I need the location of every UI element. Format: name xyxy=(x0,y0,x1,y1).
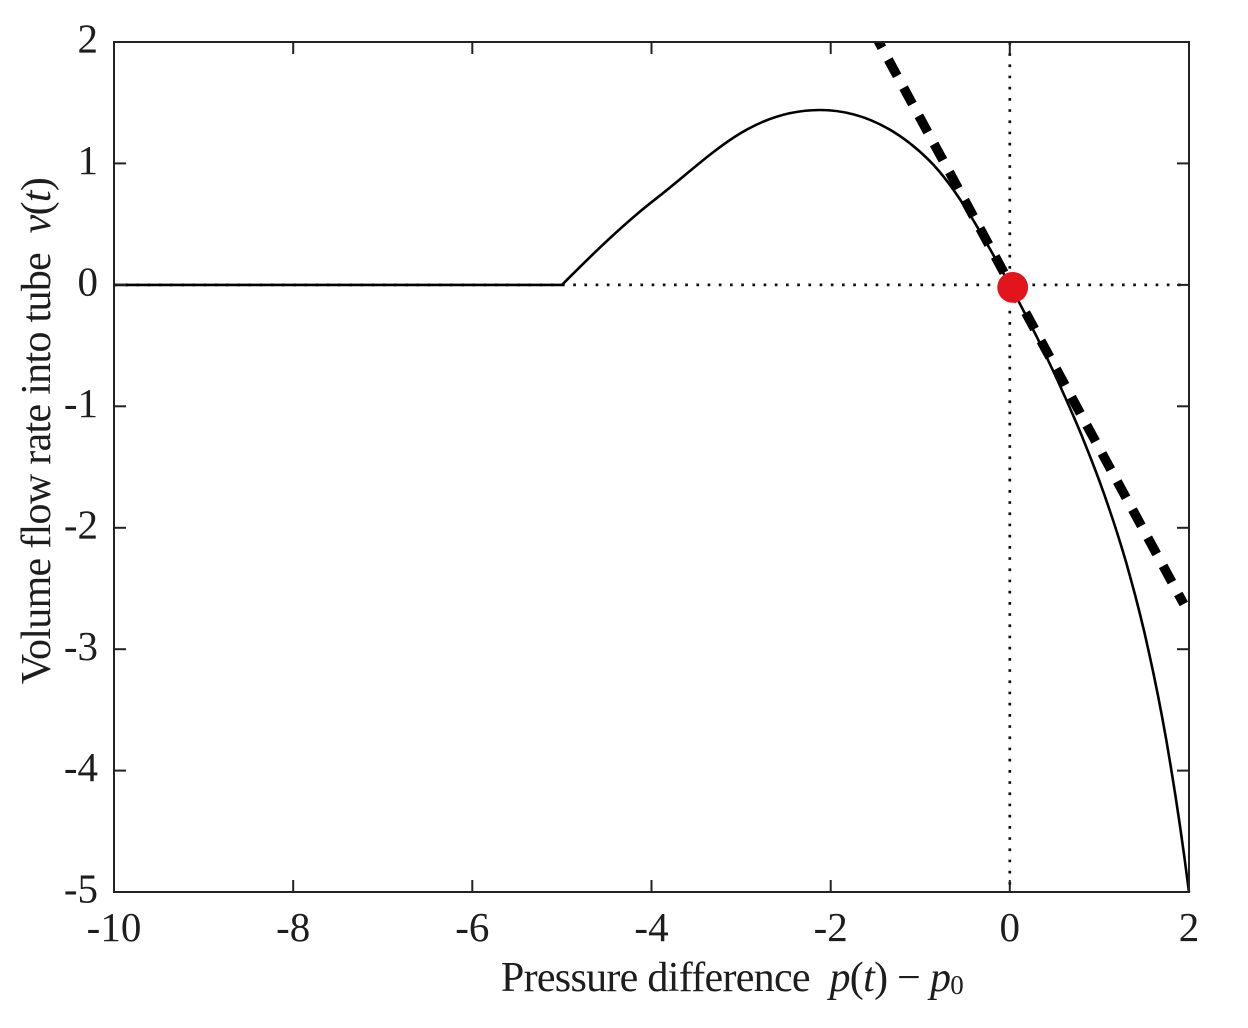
svg-text:Volume flow rate into tube v(: Volume flow rate into tube v(t) xyxy=(14,178,60,684)
svg-text:0: 0 xyxy=(1000,904,1021,950)
svg-text:-3: -3 xyxy=(64,623,98,669)
svg-text:-4: -4 xyxy=(634,904,668,950)
svg-text:-2: -2 xyxy=(64,502,98,548)
svg-text:-4: -4 xyxy=(64,744,98,790)
svg-text:2: 2 xyxy=(78,16,99,62)
svg-text:2: 2 xyxy=(1179,904,1200,950)
svg-text:0: 0 xyxy=(78,259,99,305)
svg-text:-5: -5 xyxy=(64,866,98,912)
svg-text:-2: -2 xyxy=(814,904,848,950)
svg-text:-6: -6 xyxy=(455,904,489,950)
svg-text:Pressure difference p(t) − p0: Pressure difference p(t) − p0 xyxy=(501,955,963,1001)
svg-text:-1: -1 xyxy=(64,380,98,426)
svg-text:-10: -10 xyxy=(87,904,142,950)
svg-text:1: 1 xyxy=(78,137,99,183)
svg-text:-8: -8 xyxy=(276,904,310,950)
